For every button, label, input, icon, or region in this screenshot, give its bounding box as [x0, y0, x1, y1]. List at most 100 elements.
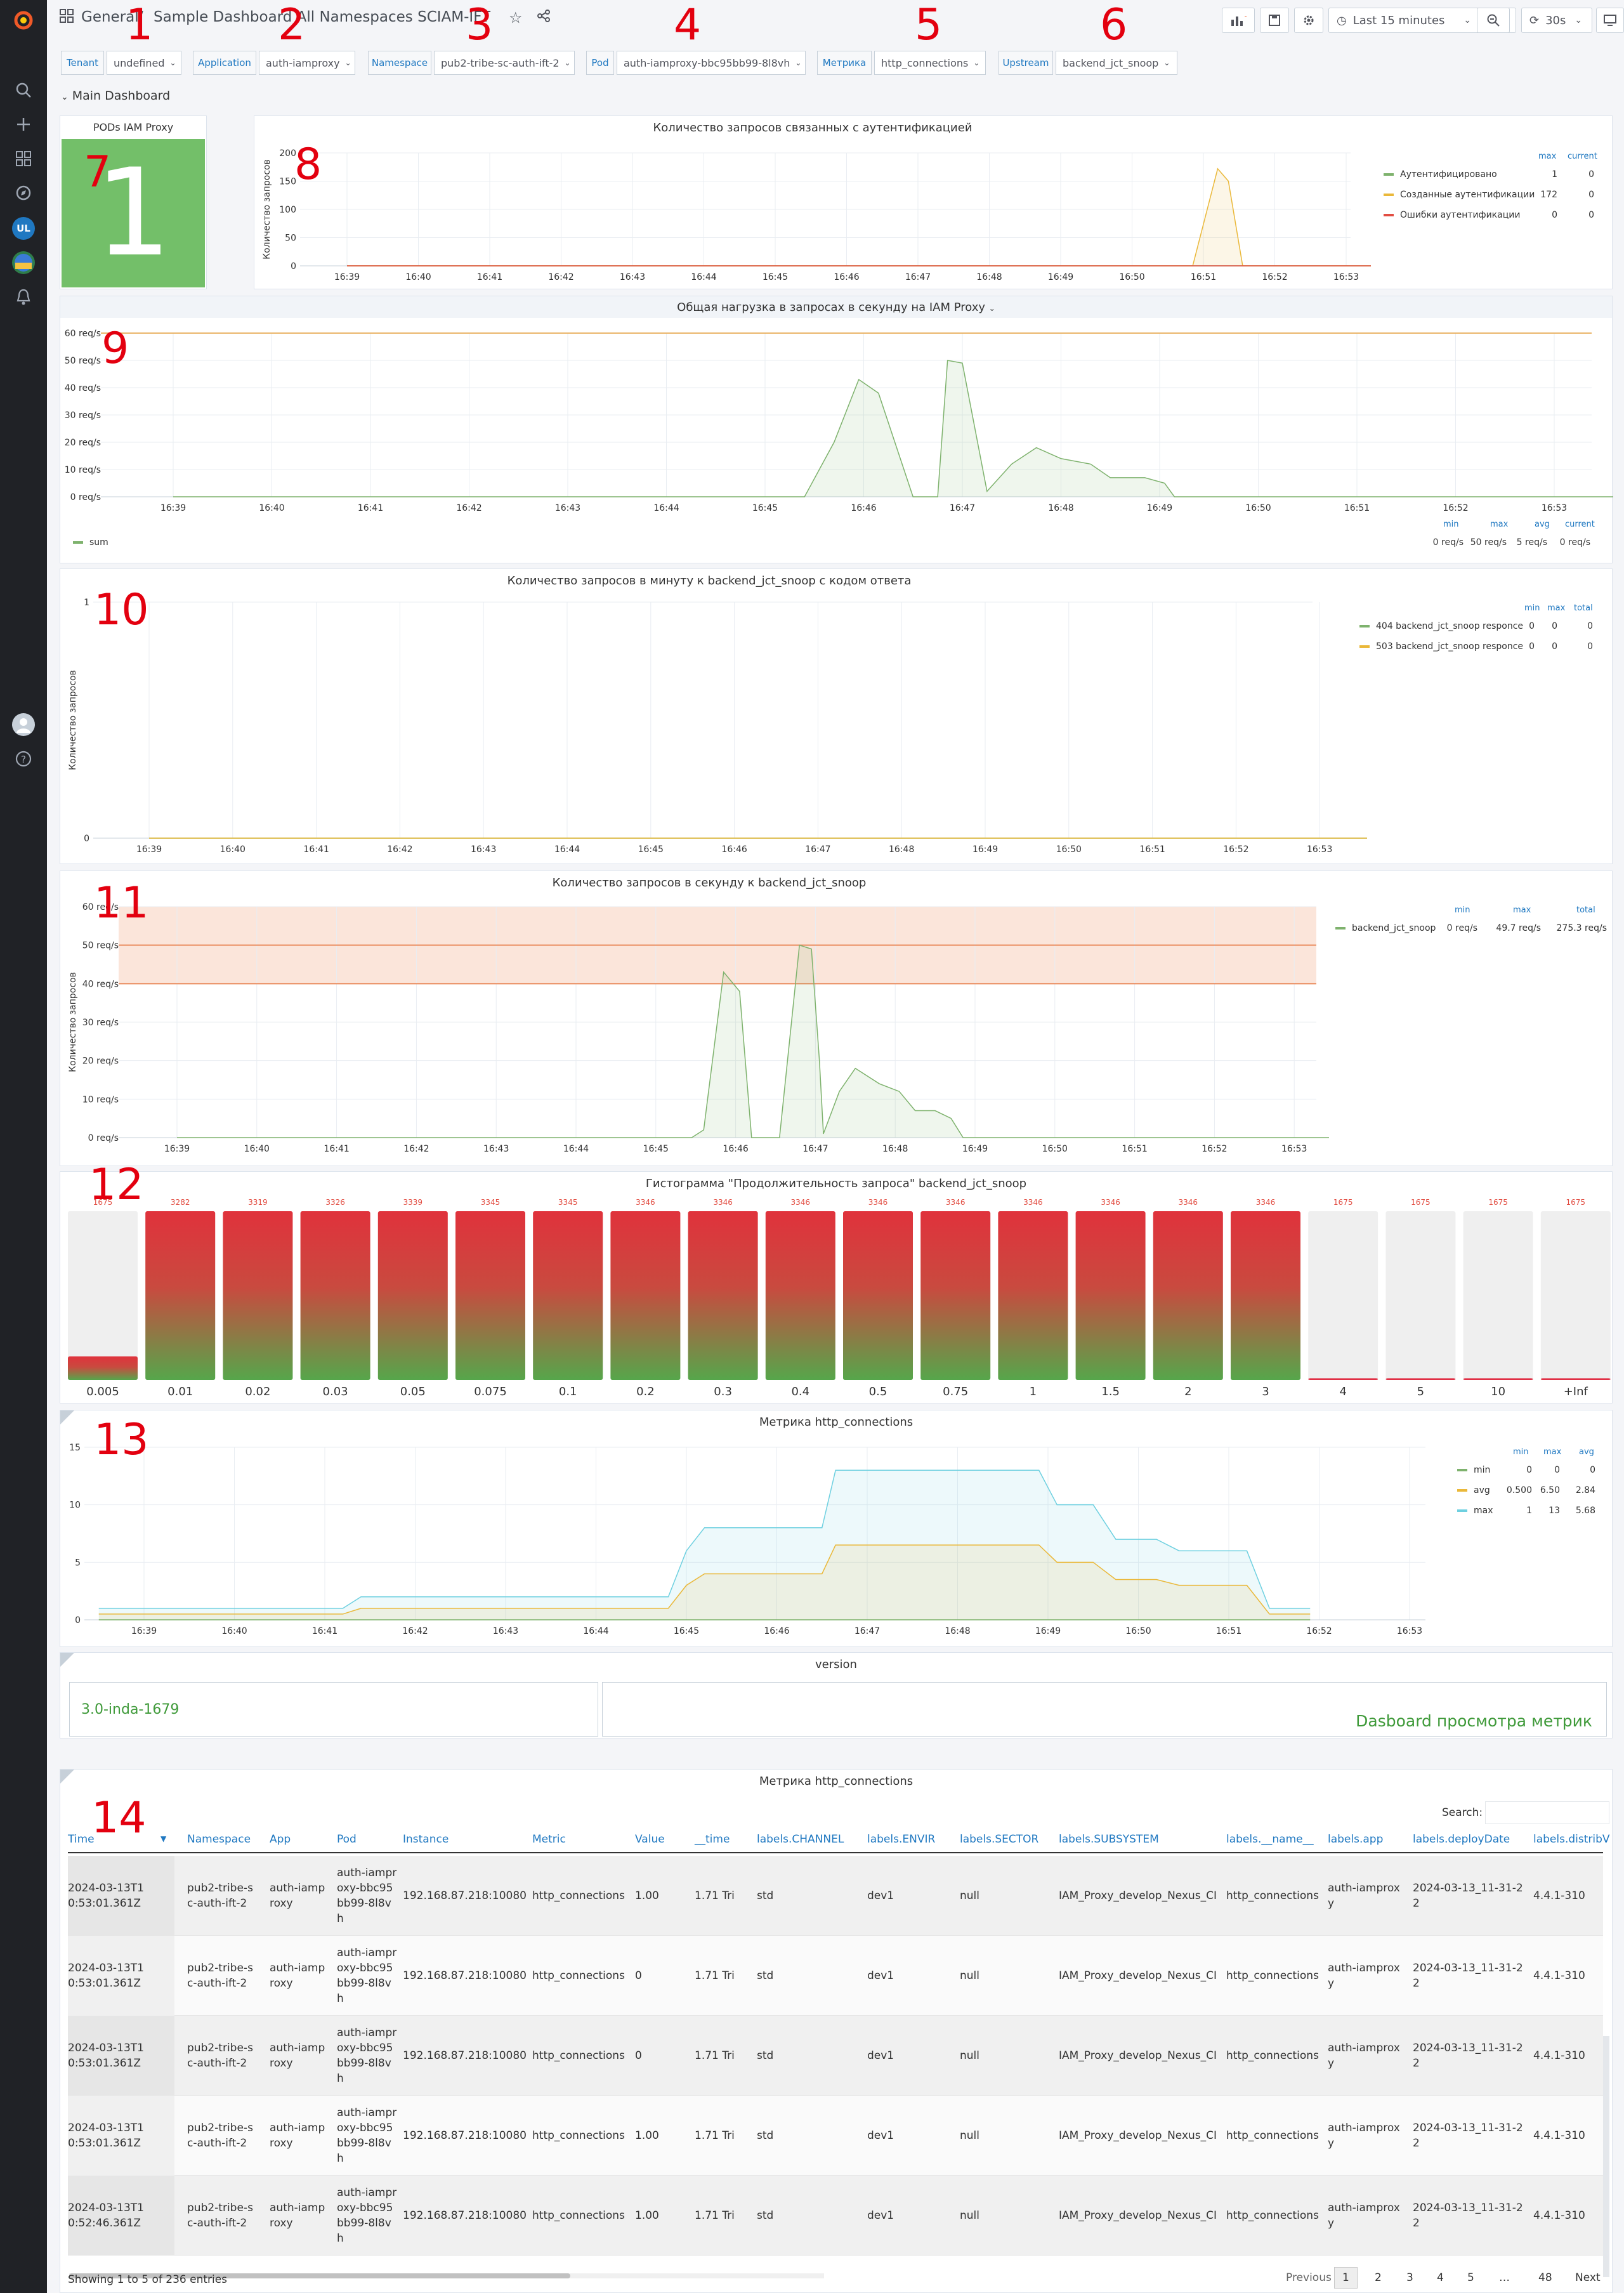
column-header[interactable]: labels.SECTOR — [960, 1833, 1039, 1846]
legend-item-sum[interactable]: sum — [73, 537, 108, 548]
column-header[interactable]: __time — [695, 1833, 730, 1846]
legend-item-errors[interactable]: Ошибки аутентификации — [1384, 210, 1520, 220]
column-header[interactable]: Time — [68, 1833, 95, 1846]
table-cell: std — [757, 1889, 774, 1902]
vertical-scrollbar[interactable] — [1603, 2036, 1609, 2277]
histogram-value-label: 3346 — [1179, 1198, 1198, 1207]
horizontal-scrollbar[interactable] — [69, 2273, 824, 2278]
explore-icon[interactable] — [0, 180, 47, 206]
star-icon[interactable]: ☆ — [509, 9, 523, 27]
legend-item-created[interactable]: Созданные аутентификации — [1384, 190, 1535, 200]
y-tick-label: 10 req/s — [82, 1094, 119, 1105]
x-tick-label: 16:46 — [723, 1144, 748, 1154]
column-header[interactable]: App — [270, 1833, 291, 1846]
column-header[interactable]: labels.app — [1328, 1833, 1384, 1846]
legend-item-avg[interactable]: avg — [1457, 1485, 1490, 1495]
x-tick-label: 16:44 — [563, 1144, 589, 1154]
variable-select-tenant[interactable]: undefined ⌄ — [107, 51, 181, 75]
column-header[interactable]: labels.SUBSYSTEM — [1059, 1833, 1159, 1846]
legend-item-backend-jct-snoop[interactable]: backend_jct_snoop — [1335, 923, 1436, 933]
table-row[interactable]: 2024-03-13T10:53:01.361Z pub2-tribe-sc-au… — [68, 1936, 1603, 2016]
column-header[interactable]: Metric — [532, 1833, 566, 1846]
org-avatar[interactable]: UL — [12, 217, 35, 240]
legend-item-404[interactable]: 404 backend_jct_snoop responce — [1359, 621, 1523, 631]
table-row[interactable]: 2024-03-13T10:52:46.361Z pub2-tribe-sc-au… — [68, 2176, 1603, 2256]
legend-item-authenticated[interactable]: Аутентифицировано — [1384, 169, 1497, 180]
column-header[interactable]: labels.CHANNEL — [757, 1833, 844, 1846]
legend-value: 0 — [1526, 1465, 1532, 1475]
x-tick-label: 16:51 — [1344, 503, 1370, 513]
info-corner-icon[interactable] — [60, 1410, 74, 1424]
histogram-value-label: 1675 — [93, 1198, 113, 1207]
row-header[interactable]: ⌄ Main Dashboard — [61, 89, 170, 103]
column-header[interactable]: Value — [635, 1833, 665, 1846]
table-cell: 2024-03-13_11-31-22 — [1413, 1962, 1523, 1990]
table-row[interactable]: 2024-03-13T10:53:01.361Z pub2-tribe-sc-au… — [68, 2016, 1603, 2096]
x-tick-label: 16:44 — [554, 844, 580, 855]
legend-value: 0 req/s — [1559, 537, 1590, 548]
column-header[interactable]: Instance — [403, 1833, 449, 1846]
pagination-next[interactable]: Next — [1575, 2271, 1601, 2284]
column-header[interactable]: labels.ENVIR — [867, 1833, 936, 1846]
tv-mode-icon[interactable] — [1596, 8, 1624, 33]
legend-item-min[interactable]: min — [1457, 1465, 1490, 1475]
search-input[interactable] — [1485, 1801, 1609, 1824]
search-icon[interactable] — [0, 77, 47, 103]
user-org-avatar[interactable] — [12, 251, 35, 274]
histogram-value-label: 3346 — [713, 1198, 733, 1207]
pagination-page[interactable]: 2 — [1375, 2271, 1382, 2284]
breadcrumb-folder[interactable]: General — [81, 9, 139, 25]
variable-select-application[interactable]: auth-iamproxy ⌄ — [259, 51, 355, 75]
pagination-page[interactable]: 1 — [1334, 2267, 1358, 2289]
histogram-value-label: 1675 — [1411, 1198, 1431, 1207]
plus-icon[interactable] — [0, 112, 47, 137]
series-line — [98, 1544, 1311, 1615]
legend-value: 5.68 — [1575, 1506, 1595, 1516]
help-icon[interactable]: ? — [0, 746, 47, 772]
stat-panel-background: 1 — [62, 139, 205, 287]
table-row[interactable]: 2024-03-13T10:53:01.361Z pub2-tribe-sc-au… — [68, 2096, 1603, 2176]
load-panel-title[interactable]: Общая нагрузка в запросах в секунду на I… — [677, 301, 995, 314]
legend-header-max: max — [1538, 152, 1557, 161]
info-corner-icon[interactable] — [60, 1653, 74, 1667]
column-header[interactable]: labels.distribV — [1533, 1833, 1610, 1846]
pagination-page[interactable]: 4 — [1437, 2271, 1444, 2284]
table-cell: auth-iamproxy-bbc95bb99-8l8vh — [337, 2027, 397, 2085]
variable-select-namespace[interactable]: pub2-tribe-sc-auth-ift-2 ⌄ — [434, 51, 575, 75]
panel-header[interactable] — [60, 296, 1612, 318]
column-header[interactable]: Namespace — [187, 1833, 251, 1846]
save-icon[interactable] — [1260, 8, 1289, 33]
x-tick-label: 16:48 — [882, 1144, 908, 1154]
grafana-logo-icon[interactable] — [0, 8, 47, 33]
sort-descending-icon[interactable]: ▼ — [160, 1834, 167, 1843]
dashboards-icon[interactable] — [0, 146, 47, 171]
column-header[interactable]: labels.deployDate — [1413, 1833, 1510, 1846]
info-corner-icon[interactable] — [60, 1770, 74, 1784]
table-row[interactable]: 2024-03-13T10:53:01.361Z pub2-tribe-sc-au… — [68, 1856, 1603, 1936]
x-tick-label: 16:49 — [1048, 272, 1073, 282]
pagination-page[interactable]: 3 — [1406, 2271, 1413, 2284]
column-header[interactable]: Pod — [337, 1833, 357, 1846]
settings-gear-icon[interactable] — [1294, 8, 1323, 33]
annotation-number: 10 — [94, 585, 149, 635]
variable-select-metric[interactable]: http_connections ⌄ — [874, 51, 986, 75]
dashboard-title[interactable]: Sample Dashboard All Namespaces SCIAM-IF… — [154, 9, 491, 25]
pagination-page[interactable]: 5 — [1467, 2271, 1474, 2284]
add-panel-button[interactable]: + — [1222, 8, 1255, 33]
pagination-page[interactable]: 48 — [1538, 2271, 1552, 2284]
alerting-bell-icon[interactable] — [0, 284, 47, 310]
profile-avatar[interactable] — [12, 713, 35, 736]
variable-label-application: Application — [193, 51, 256, 75]
variable-select-pod[interactable]: auth-iamproxy-bbc95bb99-8l8vh ⌄ — [617, 51, 806, 75]
pagination-previous[interactable]: Previous — [1286, 2271, 1332, 2284]
legend-item-503[interactable]: 503 backend_jct_snoop responce — [1359, 641, 1523, 652]
zoom-out-icon[interactable] — [1477, 8, 1510, 33]
x-tick-label: 16:49 — [1035, 1626, 1061, 1636]
legend-item-max[interactable]: max — [1457, 1506, 1493, 1516]
share-icon[interactable] — [537, 9, 551, 27]
column-header[interactable]: labels.__name__ — [1226, 1833, 1314, 1846]
legend-value: 13 — [1549, 1506, 1560, 1516]
table-cell: 4.4.1-310 — [1533, 2209, 1585, 2222]
variable-select-upstream[interactable]: backend_jct_snoop ⌄ — [1056, 51, 1177, 75]
refresh-picker[interactable]: ⟳ 30s ⌄ — [1521, 8, 1592, 33]
